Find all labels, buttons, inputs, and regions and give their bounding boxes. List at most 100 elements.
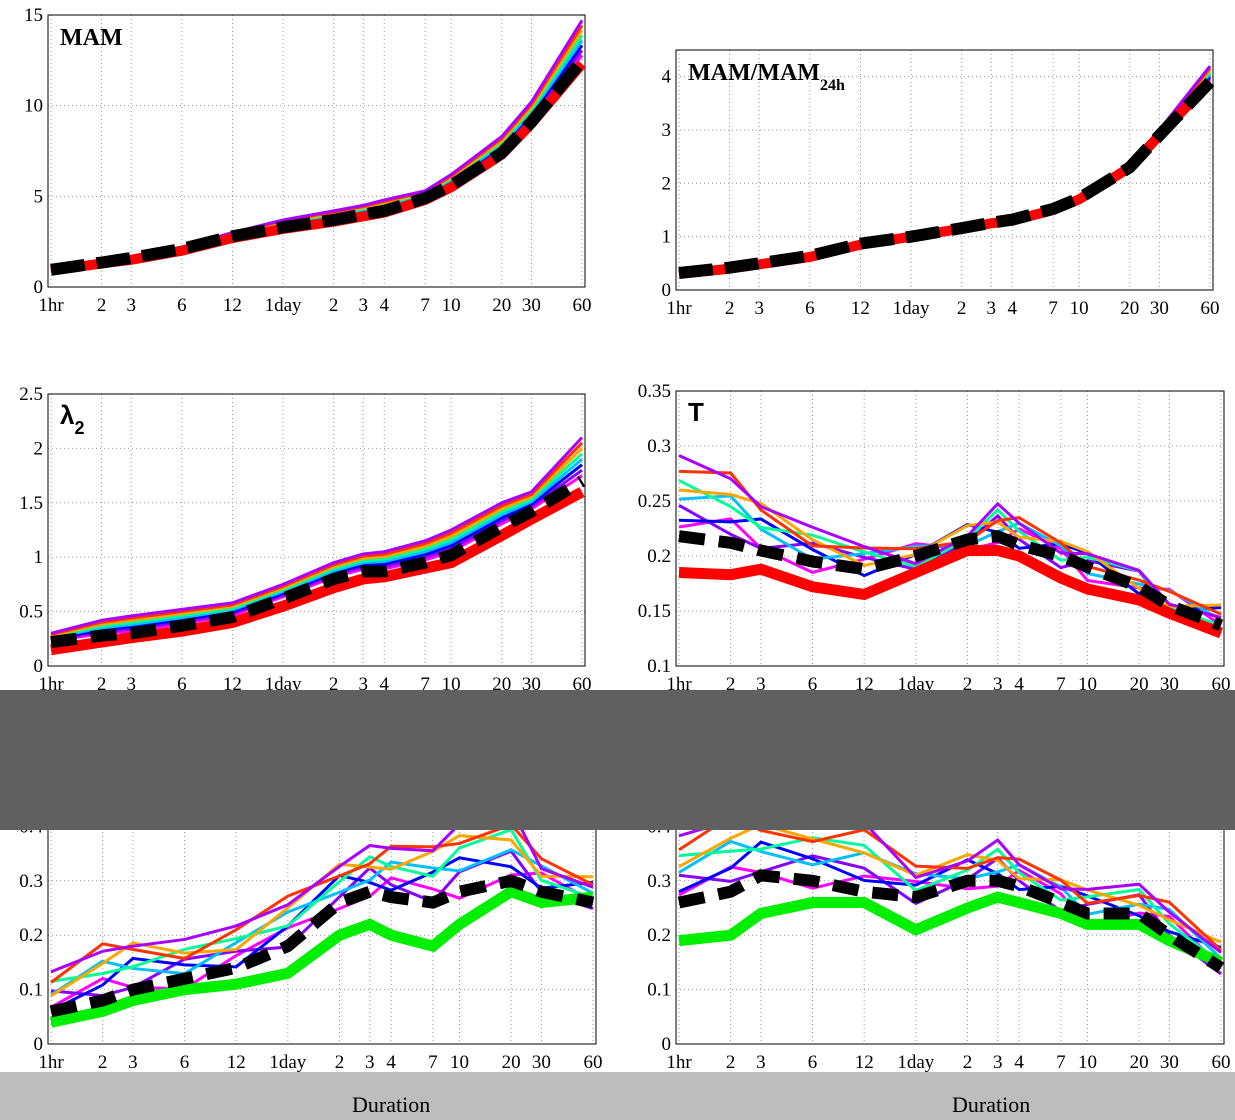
y-tick-label: 15 [24, 5, 43, 26]
ensemble-series-line [50, 468, 583, 642]
panel-lambda3: 00.10.20.30.40.51hr236121day234710203060… [19, 762, 602, 1073]
x-tick-label: 20 [492, 295, 511, 316]
axes-frame [47, 14, 586, 288]
x-tick-label: 1day [269, 1052, 306, 1073]
reference-series-line [49, 885, 594, 1028]
ensemble-series-line [50, 441, 584, 636]
x-tick-label: 30 [532, 1052, 551, 1073]
reference-series-line [678, 78, 1214, 279]
x-tick-label: 2 [726, 674, 736, 695]
x-tick-label: 12 [227, 1052, 246, 1073]
x-tick-label: 3 [126, 674, 136, 695]
ensemble-series-line [678, 75, 1212, 275]
x-tick-label: 10 [1078, 1052, 1097, 1073]
x-tick-label: 3 [756, 674, 766, 695]
x-tick-label: 20 [1130, 1052, 1149, 1073]
x-tick-label: 3 [993, 674, 1003, 695]
y-tick-label: 0.3 [647, 871, 671, 892]
x-tick-label: 4 [1014, 674, 1024, 695]
reference-series-line [678, 545, 1223, 639]
x-tick-label: 60 [1212, 674, 1231, 695]
y-tick-label: 1 [34, 547, 44, 568]
mean-series-line [49, 874, 595, 1018]
ensemble-series-line [50, 447, 584, 637]
x-tick-label: 3 [359, 295, 369, 316]
x-tick-label: 6 [805, 298, 815, 319]
x-tick-label: 3 [756, 1052, 766, 1073]
reference-series-line [678, 891, 1224, 968]
y-tick-label: 0.1 [647, 980, 671, 1001]
x-tick-label: 4 [386, 1052, 396, 1073]
panel-title: MAM [60, 25, 123, 51]
ensemble-series-line [678, 839, 1223, 960]
y-tick-label: 5 [34, 186, 44, 207]
ensemble-series-line [678, 840, 1222, 949]
y-tick-label: 0.5 [19, 602, 43, 623]
x-tick-label: 20 [1120, 298, 1139, 319]
y-tick-label: 0 [34, 277, 44, 298]
ensemble-series-line [50, 856, 594, 1013]
x-tick-label: 4 [1014, 1052, 1024, 1073]
x-tick-label: 30 [1160, 1052, 1179, 1073]
y-tick-label: 0.2 [19, 925, 43, 946]
y-tick-label: 4 [662, 67, 672, 88]
mean-series-line [50, 56, 587, 276]
x-tick-label: 2 [725, 298, 735, 319]
y-tick-label: 3 [662, 120, 672, 141]
x-tick-label: 12 [855, 1052, 874, 1073]
x-tick-label: 3 [987, 298, 997, 319]
x-tick-label: 4 [380, 295, 390, 316]
x-tick-label: 3 [365, 1052, 375, 1073]
x-tick-label: 20 [502, 1052, 521, 1073]
x-tick-label: 7 [1056, 674, 1066, 695]
x-tick-label: 3 [754, 298, 764, 319]
mean-series-line [678, 77, 1215, 279]
panel-tau3: 00.10.20.30.40.51hr236121day234710203060… [647, 762, 1230, 1073]
x-tick-label: 2 [97, 674, 107, 695]
mean-series-line [678, 530, 1224, 631]
x-tick-label: 6 [180, 1052, 190, 1073]
ensemble-series-line [50, 436, 584, 635]
panel-title: λ2 [60, 400, 84, 438]
x-tick-label: 1hr [666, 674, 692, 695]
y-tick-label: 0.1 [19, 980, 43, 1001]
x-tick-label: 10 [1070, 298, 1089, 319]
ensemble-series-line [678, 78, 1212, 275]
ensemble-series-line [678, 454, 1222, 619]
axes-frame [47, 393, 586, 667]
y-tick-label: 0.2 [647, 546, 671, 567]
y-tick-label: 1.5 [19, 493, 43, 514]
x-tick-label: 3 [993, 1052, 1003, 1073]
ensemble-series-line [50, 54, 584, 272]
x-tick-label: 1hr [666, 298, 692, 319]
x-tick-label: 1hr [38, 295, 64, 316]
x-tick-label: 10 [442, 295, 461, 316]
y-tick-label: 0.25 [638, 491, 671, 512]
x-tick-label: 7 [420, 295, 430, 316]
axes-frame [675, 390, 1225, 667]
ensemble-series-line [50, 848, 594, 997]
x-tick-label: 1day [893, 298, 930, 319]
mean-series-line [677, 869, 1225, 973]
x-tick-label: 60 [584, 1052, 603, 1073]
x-tick-label: 1day [897, 674, 934, 695]
y-tick-label: 0.3 [19, 871, 43, 892]
x-tick-label: 12 [851, 298, 870, 319]
x-tick-label: 30 [522, 295, 541, 316]
x-tick-label: 1day [265, 674, 302, 695]
x-tick-label: 30 [1150, 298, 1169, 319]
x-tick-label: 2 [98, 1052, 108, 1073]
ensemble-series-line [50, 458, 583, 640]
x-tick-label: 30 [1160, 674, 1179, 695]
y-tick-label: 2.5 [19, 384, 43, 405]
panel-title: T [688, 397, 704, 427]
x-axis-label-right: Duration [952, 1092, 1031, 1117]
x-tick-label: 20 [492, 674, 511, 695]
y-tick-label: 0.15 [638, 601, 671, 622]
ensemble-series-line [50, 452, 584, 639]
